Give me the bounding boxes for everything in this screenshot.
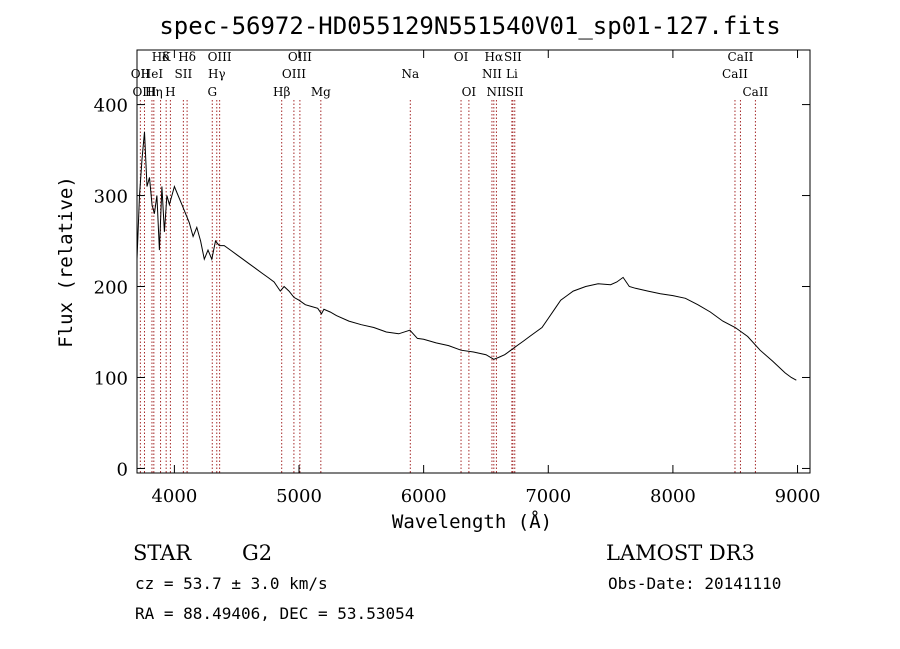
- spectral-line-markers: [139, 100, 756, 473]
- plot-frame: [136, 49, 811, 474]
- chart-title: spec-56972-HD055129N551540V01_sp01-127.f…: [159, 12, 780, 40]
- object-class: STAR: [133, 541, 192, 565]
- y-tick-label: 0: [117, 459, 128, 480]
- spectral-line-label: Hδ: [178, 50, 196, 64]
- x-tick-label: 6000: [401, 486, 447, 507]
- y-tick-label: 100: [94, 368, 128, 389]
- y-tick-label: 400: [94, 96, 128, 117]
- spectral-line-label: SII: [506, 85, 524, 99]
- spectral-line-label: OII: [131, 67, 151, 81]
- survey-name: LAMOST DR3: [606, 541, 755, 565]
- x-tick-label: 8000: [650, 486, 696, 507]
- spectral-line-label: OIII: [288, 50, 312, 64]
- y-axis-ticks: 0 100 200 300 400: [94, 96, 810, 480]
- spectral-line-label: OIII: [132, 85, 156, 99]
- spectral-line-label: G: [207, 85, 217, 99]
- observation-date: Obs-Date: 20141110: [608, 574, 781, 593]
- x-tick-label: 4000: [151, 486, 197, 507]
- spectral-line-label: NII: [486, 85, 506, 99]
- spectral-line-label: OIII: [208, 50, 232, 64]
- spectral-line-label: CaII: [728, 50, 754, 64]
- spectral-line-label: CaII: [722, 67, 748, 81]
- x-tick-label: 9000: [775, 486, 821, 507]
- spectral-line-label: Hδ: [152, 50, 170, 64]
- x-axis-label: Wavelength (Å): [392, 510, 552, 533]
- spectral-line-label: OI: [454, 50, 469, 64]
- spectral-line-label: CaII: [742, 85, 768, 99]
- spectral-line-label: Hγ: [208, 67, 226, 81]
- spectral-line-label: Mg: [311, 85, 331, 99]
- spectral-line-label: OIII: [282, 67, 306, 81]
- spectral-line-label: SII: [504, 50, 522, 64]
- x-tick-label: 7000: [525, 486, 571, 507]
- spectral-line-label: OI: [462, 85, 477, 99]
- redshift-cz: cz = 53.7 ± 3.0 km/s: [135, 574, 328, 593]
- spectral-line-label: NII: [482, 67, 502, 81]
- spectral-line-label: H: [165, 85, 175, 99]
- x-tick-label: 5000: [276, 486, 322, 507]
- spectral-line-label: Hη: [145, 85, 163, 99]
- spectral-line-label: Hβ: [273, 85, 290, 99]
- y-axis-label: Flux (relative): [55, 176, 77, 348]
- spectral-line-label: Hα: [485, 50, 504, 64]
- spectrum-line: [136, 131, 797, 381]
- spectral-line-label: SII: [175, 67, 193, 81]
- y-tick-label: 300: [94, 187, 128, 208]
- spectral-line-label: K: [162, 50, 172, 64]
- coordinates: RA = 88.49406, DEC = 53.53054: [135, 604, 414, 623]
- spectral-line-label: Na: [401, 67, 419, 81]
- x-axis-ticks: 4000 5000 6000 7000 8000 9000: [151, 50, 820, 507]
- y-tick-label: 200: [94, 278, 128, 299]
- spectral-line-label: Li: [506, 67, 518, 81]
- spectral-line-label: HeI: [141, 67, 164, 81]
- object-subclass: G2: [242, 541, 272, 565]
